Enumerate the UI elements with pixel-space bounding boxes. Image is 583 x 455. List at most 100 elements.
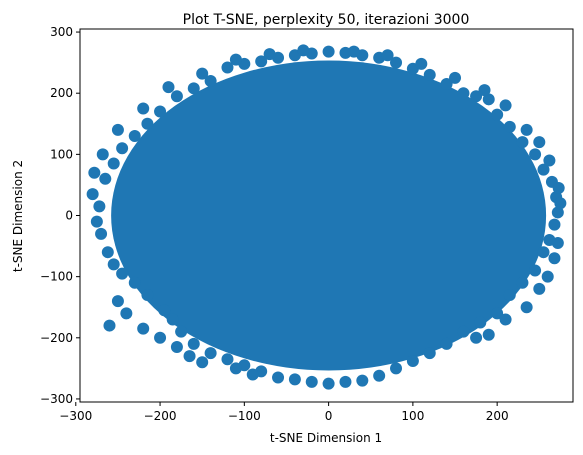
y-tick-label: 0 <box>65 209 73 223</box>
scatter-point <box>548 218 561 231</box>
scatter-point <box>196 67 209 80</box>
scatter-point <box>449 71 462 84</box>
scatter-point <box>543 154 556 167</box>
scatter-point <box>554 197 567 210</box>
scatter-point <box>246 368 259 381</box>
scatter-point <box>551 206 564 219</box>
y-tick-label: −200 <box>40 331 73 345</box>
scatter-point <box>457 87 470 100</box>
scatter-point <box>322 377 335 390</box>
scatter-point <box>221 61 234 74</box>
scatter-point <box>111 295 124 308</box>
scatter-point <box>373 369 386 382</box>
scatter-point <box>356 374 369 387</box>
scatter-point <box>470 90 483 103</box>
scatter-point <box>474 316 487 329</box>
y-axis-ticks: −300 −200 −100 0 100 200 300 <box>40 25 80 406</box>
scatter-point <box>406 355 419 368</box>
x-tick-label: 200 <box>486 409 509 423</box>
scatter-point <box>229 362 242 375</box>
scatter-point <box>93 200 106 213</box>
x-axis-ticks: −300 −200 −100 0 100 200 <box>59 402 509 423</box>
scatter-point <box>128 130 141 143</box>
y-tick-label: −100 <box>40 270 73 284</box>
scatter-point <box>548 252 561 265</box>
scatter-point <box>116 267 129 280</box>
scatter-point <box>154 331 167 344</box>
scatter-point <box>390 362 403 375</box>
scatter-point <box>158 304 171 317</box>
scatter-point <box>183 350 196 363</box>
scatter-point <box>503 120 516 133</box>
y-tick-label: 100 <box>50 147 73 161</box>
scatter-point <box>347 45 360 58</box>
scatter-point <box>103 319 116 332</box>
scatter-point <box>551 237 564 250</box>
x-tick-label: 0 <box>325 409 333 423</box>
x-tick-label: −300 <box>59 409 92 423</box>
scatter-point <box>170 90 183 103</box>
scatter-point <box>166 313 179 326</box>
scatter-point <box>305 375 318 388</box>
scatter-point <box>175 325 188 338</box>
scatter-point <box>154 105 167 118</box>
scatter-point <box>533 282 546 295</box>
point-cloud-core <box>111 60 547 371</box>
y-tick-label: 200 <box>50 86 73 100</box>
scatter-point <box>204 347 217 360</box>
scatter-point <box>187 82 200 95</box>
scatter-point <box>204 74 217 87</box>
scatter-point <box>107 157 120 170</box>
scatter-point <box>297 44 310 57</box>
scatter-point <box>440 78 453 91</box>
scatter-point <box>423 347 436 360</box>
scatter-point <box>162 81 175 94</box>
scatter-point <box>516 276 529 289</box>
scatter-point <box>440 337 453 350</box>
scatter-point <box>120 307 133 320</box>
scatter-point <box>272 371 285 384</box>
scatter-point <box>516 136 529 149</box>
scatter-point <box>482 93 495 106</box>
y-axis-label: t-SNE Dimension 2 <box>11 160 25 272</box>
y-tick-label: −300 <box>40 392 73 406</box>
scatter-point <box>491 108 504 121</box>
x-tick-label: −100 <box>228 409 261 423</box>
scatter-point <box>229 53 242 66</box>
scatter-point <box>470 331 483 344</box>
scatter-point <box>415 57 428 70</box>
scatter-point <box>99 172 112 185</box>
scatter-point <box>116 142 129 155</box>
scatter-point <box>96 148 109 161</box>
scatter-point <box>381 49 394 62</box>
scatter-point <box>196 356 209 369</box>
scatter-point <box>423 68 436 81</box>
scatter-point <box>339 375 352 388</box>
scatter-point <box>533 136 546 149</box>
scatter-point <box>541 270 554 283</box>
scatter-point <box>170 340 183 353</box>
scatter-point <box>111 123 124 136</box>
x-tick-label: −200 <box>144 409 177 423</box>
scatter-point <box>263 48 276 61</box>
scatter-point <box>90 215 103 228</box>
scatter-point <box>478 84 491 97</box>
scatter-point <box>520 123 533 136</box>
scatter-point <box>141 117 154 130</box>
scatter-point <box>529 148 542 161</box>
scatter-point <box>101 246 114 259</box>
scatter-point <box>141 288 154 301</box>
y-tick-label: 300 <box>50 25 73 39</box>
scatter-point <box>255 55 268 68</box>
scatter-point <box>288 373 301 386</box>
chart-title: Plot T-SNE, perplexity 50, iterazioni 30… <box>183 12 470 28</box>
scatter-point <box>552 181 565 194</box>
scatter-point <box>491 307 504 320</box>
scatter-point <box>187 337 200 350</box>
scatter-point <box>137 322 150 335</box>
scatter-point <box>499 99 512 112</box>
scatter-point <box>537 246 550 259</box>
scatter-points <box>86 44 567 390</box>
scatter-point <box>86 188 99 201</box>
scatter-point <box>128 276 141 289</box>
